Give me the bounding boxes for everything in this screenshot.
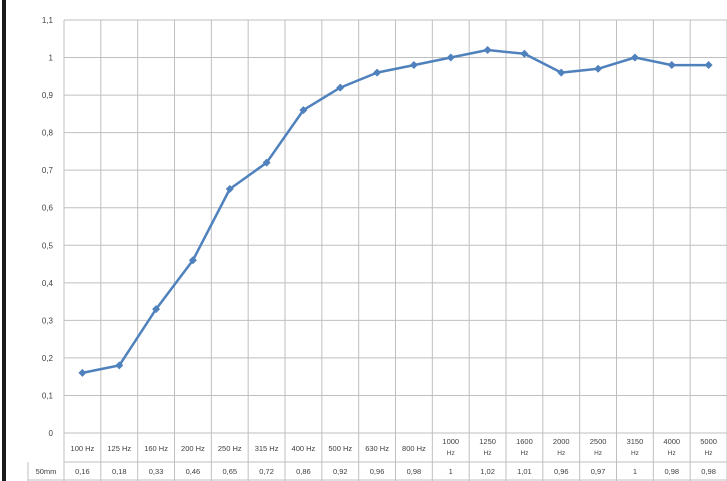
y-tick-label: 0,5 — [42, 241, 54, 250]
data-point — [557, 68, 566, 77]
data-point — [409, 61, 418, 70]
data-table-value: 0,18 — [112, 467, 127, 476]
y-tick-label: 0,8 — [42, 129, 54, 138]
data-point — [78, 368, 87, 377]
data-table-value: 0,92 — [333, 467, 348, 476]
data-table-value: 1 — [449, 467, 453, 476]
data-table-value: 0,98 — [701, 467, 716, 476]
x-category-label: 160 Hz — [144, 444, 168, 453]
y-tick-label: 0,4 — [42, 279, 54, 288]
data-table-value: 0,16 — [75, 467, 90, 476]
x-category-label: 4000 Hz — [663, 437, 680, 457]
y-tick-label: 0 — [49, 429, 54, 438]
series-layer — [78, 46, 713, 377]
series-line — [82, 48, 709, 375]
gridlines — [27, 19, 727, 481]
data-table-value: 1,01 — [517, 467, 532, 476]
y-tick-label: 0,2 — [42, 354, 54, 363]
data-point — [667, 61, 676, 70]
y-tick-label: 1,1 — [42, 16, 54, 25]
x-category-label: 5000 Hz — [700, 437, 717, 457]
data-table-value: 0,97 — [591, 467, 606, 476]
x-category-label: 250 Hz — [218, 444, 242, 453]
x-category-label: 1000 Hz — [442, 437, 459, 457]
data-point — [188, 256, 197, 265]
x-category-label: 3150 Hz — [627, 437, 644, 457]
data-table-value: 0,98 — [664, 467, 679, 476]
x-category-label: 1600 Hz — [516, 437, 533, 457]
data-point — [336, 83, 345, 92]
x-category-label: 400 Hz — [292, 444, 316, 453]
data-table-value: 0,96 — [370, 467, 385, 476]
data-point — [594, 64, 603, 73]
data-table-value: 1,02 — [480, 467, 495, 476]
y-axis-ticks: 0 0,1 0,2 0,3 0,4 0,5 0,6 0,7 0,8 0,9 1 1,1 — [42, 16, 54, 438]
data-point — [373, 68, 382, 77]
x-category-label: 630 Hz — [365, 444, 389, 453]
data-table-value: 0,98 — [407, 467, 422, 476]
x-category-label: 2000 Hz — [553, 437, 570, 457]
y-tick-label: 0,3 — [42, 316, 54, 325]
y-tick-label: 0,7 — [42, 166, 54, 175]
x-category-label: 315 Hz — [255, 444, 279, 453]
data-table-value: 0,65 — [222, 467, 237, 476]
series-name-label: 50mm — [36, 467, 57, 476]
data-point — [262, 158, 271, 167]
data-point — [630, 53, 639, 62]
x-category-label: 500 Hz — [328, 444, 352, 453]
y-tick-label: 0,9 — [42, 91, 54, 100]
data-table: 100 Hz 125 Hz 160 Hz 200 Hz 250 Hz 315 Hz 400 … — [36, 437, 717, 476]
data-point — [225, 184, 234, 193]
x-category-label: 2500 Hz — [590, 437, 607, 457]
data-point — [115, 361, 124, 370]
data-point — [520, 49, 529, 58]
x-category-label: 1250 Hz — [479, 437, 496, 457]
data-point — [483, 46, 492, 55]
x-category-label: 200 Hz — [181, 444, 205, 453]
data-table-value: 1 — [633, 467, 637, 476]
data-point — [152, 305, 161, 314]
data-point — [704, 61, 713, 70]
y-tick-label: 0,1 — [42, 391, 54, 400]
y-tick-label: 1 — [49, 54, 54, 63]
x-category-label: 800 Hz — [402, 444, 426, 453]
data-table-value: 0,96 — [554, 467, 569, 476]
x-category-label: 125 Hz — [107, 444, 131, 453]
data-point — [299, 106, 308, 115]
y-tick-label: 0,6 — [42, 204, 54, 213]
data-table-value: 0,72 — [259, 467, 274, 476]
left-edge-border — [2, 0, 6, 481]
data-table-value: 0,46 — [186, 467, 201, 476]
data-table-value: 0,86 — [296, 467, 311, 476]
data-table-value: 0,33 — [149, 467, 164, 476]
x-category-label: 100 Hz — [71, 444, 95, 453]
data-point — [446, 53, 455, 62]
